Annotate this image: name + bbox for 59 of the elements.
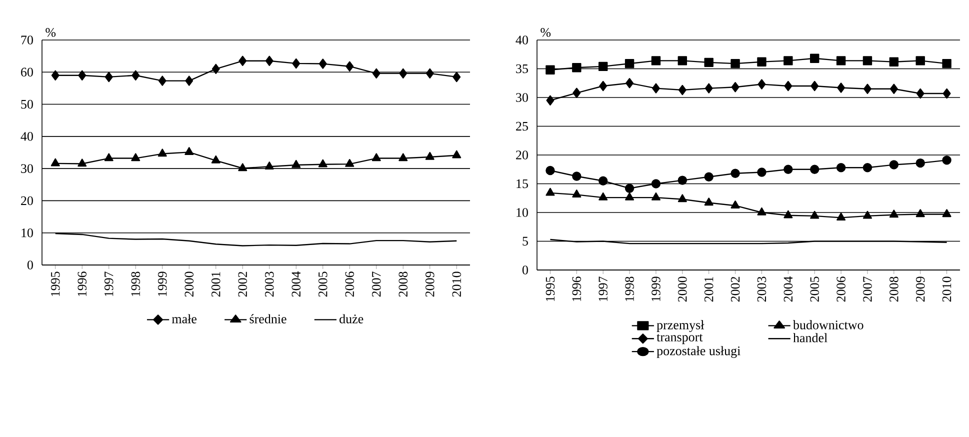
x-tick-label: 2003 [264, 272, 274, 297]
y-tick-label: 0 [522, 266, 528, 274]
x-tick-label: 2000 [184, 272, 194, 297]
y-tick-label: 20 [21, 196, 33, 206]
x-tick-label: 2007 [372, 272, 381, 297]
legend-label: budownictwo [792, 320, 864, 330]
y-tick-label: 25 [516, 122, 528, 131]
y-tick-label: 30 [516, 93, 528, 102]
legend-label: handel [793, 333, 828, 342]
x-tick-label: 2009 [916, 276, 925, 302]
y-tick-label: 10 [22, 228, 33, 238]
x-tick-label: 2002 [238, 272, 248, 297]
x-tick-label: 2010 [942, 276, 952, 302]
y-tick-label: 50 [21, 100, 33, 109]
x-tick-label: 1995 [546, 276, 555, 302]
y-tick-label: 40 [516, 36, 528, 44]
x-tick-label: 2010 [452, 272, 462, 297]
legend-label: przemysł [656, 320, 704, 332]
y-tick-label: 70 [21, 36, 33, 44]
x-tick-label: 2008 [398, 272, 408, 297]
x-tick-label: 1997 [598, 276, 608, 302]
y-tick-label: 5 [522, 236, 528, 246]
x-tick-label: 2002 [730, 276, 740, 302]
x-tick-label: 1995 [51, 272, 60, 296]
x-tick-label: 2006 [836, 276, 846, 302]
y-tick-label: 20 [516, 150, 528, 160]
legend-label: duże [340, 314, 364, 324]
y-tick-label: 15 [516, 179, 528, 188]
x-tick-label: 1997 [104, 272, 114, 296]
y-tick-label: 0 [27, 260, 33, 270]
x-tick-label: 1999 [652, 276, 660, 302]
x-tick-label: 2005 [810, 276, 819, 302]
x-tick-label: 2004 [292, 271, 301, 297]
y-tick-label: 60 [21, 68, 33, 77]
x-tick-label: 1998 [625, 276, 634, 302]
x-tick-label: 1999 [158, 272, 167, 296]
legend-label: transport [656, 334, 703, 344]
x-tick-label: 2009 [426, 272, 434, 297]
y-tick-label: 30 [21, 164, 33, 173]
y-axis-title: % [540, 28, 551, 37]
legend-label: pozostałe usługi [656, 346, 740, 358]
y-tick-label: 10 [516, 208, 528, 217]
x-tick-label: 1998 [131, 272, 140, 296]
x-tick-label: 2003 [757, 276, 766, 302]
x-tick-label: 2008 [890, 276, 898, 302]
x-tick-label: 2001 [211, 272, 220, 297]
x-tick-label: 2000 [678, 276, 687, 302]
y-tick-label: 35 [516, 64, 528, 74]
x-tick-label: 2001 [704, 276, 714, 302]
y-tick-label: 40 [20, 132, 33, 141]
y-axis-title: % [46, 28, 56, 37]
x-tick-label: 2004 [784, 276, 793, 302]
x-tick-label: 2005 [318, 272, 328, 297]
legend-label: małe [172, 314, 197, 324]
x-tick-label: 2006 [345, 272, 354, 297]
x-tick-label: 1996 [572, 276, 582, 302]
legend-label: średnie [250, 314, 286, 324]
x-tick-label: 1996 [78, 272, 86, 296]
x-tick-label: 2007 [863, 276, 872, 302]
